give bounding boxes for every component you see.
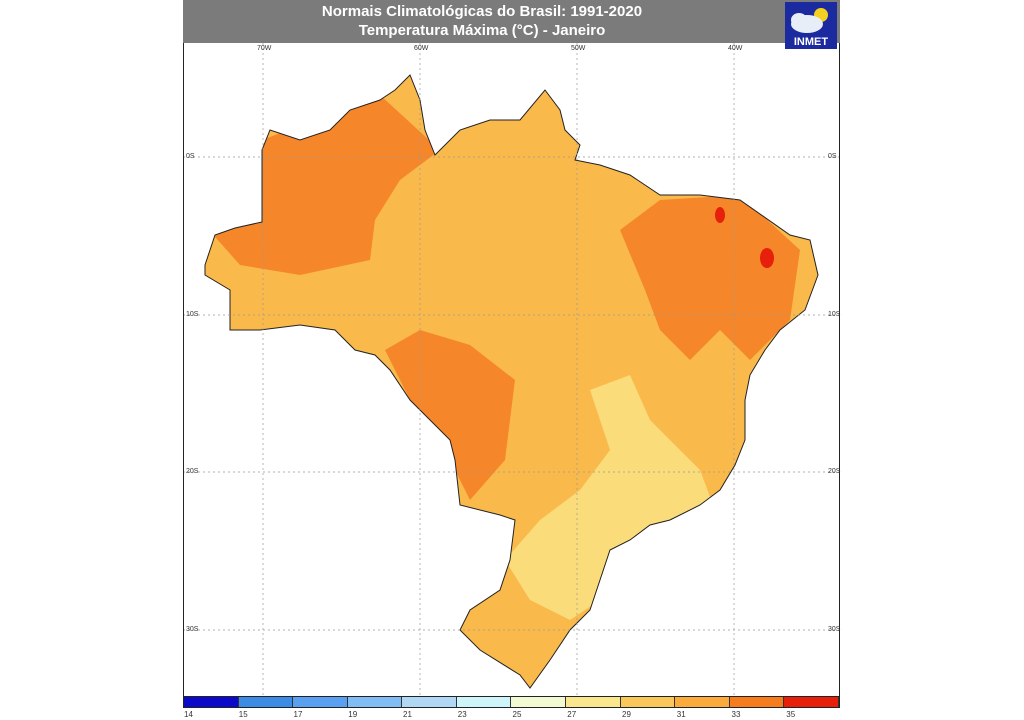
lon-label: 60W bbox=[414, 45, 429, 52]
legend-tick-label: 29 bbox=[622, 710, 631, 719]
inmet-logo: INMET bbox=[785, 2, 837, 49]
logo-text: INMET bbox=[793, 36, 829, 48]
legend-swatch bbox=[347, 697, 403, 707]
legend-tick-label: 17 bbox=[293, 710, 303, 719]
region-west-warm bbox=[385, 330, 515, 500]
legend-tick-label: 15 bbox=[238, 710, 248, 719]
legend-swatch bbox=[729, 697, 785, 707]
region-ne-warm bbox=[620, 195, 800, 360]
lon-label: 40W bbox=[728, 45, 743, 52]
lat-label: 10S bbox=[828, 311, 841, 318]
region-se-mild bbox=[505, 375, 715, 620]
lat-label: 10S bbox=[186, 311, 199, 318]
legend-swatch bbox=[620, 697, 676, 707]
grid bbox=[183, 43, 840, 696]
legend-swatch bbox=[238, 697, 294, 707]
title-line-1: Normais Climatológicas do Brasil: 1991-2… bbox=[321, 3, 643, 20]
legend-swatch bbox=[566, 697, 621, 707]
region-hot-1 bbox=[760, 248, 774, 268]
legend-tick-label: 27 bbox=[567, 710, 577, 719]
legend-tick-label: 35 bbox=[786, 710, 796, 719]
region-hot-2 bbox=[715, 207, 725, 223]
region-nw-warm bbox=[205, 95, 440, 275]
legend-tick-label: 31 bbox=[676, 710, 686, 719]
legend-tick-label: 25 bbox=[512, 710, 522, 719]
legend-swatch bbox=[511, 697, 567, 707]
legend-tick-label: 19 bbox=[348, 710, 358, 719]
lon-label: 70W bbox=[257, 45, 272, 52]
legend-swatch bbox=[402, 697, 457, 707]
color-legend bbox=[183, 696, 840, 708]
lat-label: 0S bbox=[186, 153, 195, 160]
legend-swatch bbox=[293, 697, 348, 707]
map-frame bbox=[183, 0, 840, 708]
header-bar: Normais Climatológicas do Brasil: 1991-2… bbox=[183, 0, 840, 43]
legend-swatch bbox=[184, 697, 239, 707]
lat-label: 20S bbox=[186, 468, 199, 475]
legend-tick-label: 14 bbox=[184, 710, 193, 719]
legend-tick-label: 21 bbox=[403, 710, 412, 719]
legend-swatch bbox=[456, 697, 512, 707]
lat-label: 30S bbox=[828, 626, 841, 633]
legend-tick-label: 23 bbox=[457, 710, 467, 719]
cloud-sun-icon bbox=[791, 8, 828, 33]
lon-label: 50W bbox=[571, 45, 586, 52]
lat-label: 0S bbox=[828, 153, 837, 160]
legend-tick-label: 33 bbox=[731, 710, 741, 719]
lat-label: 20S bbox=[828, 468, 841, 475]
legend-swatch bbox=[784, 697, 839, 707]
lat-label: 30S bbox=[186, 626, 199, 633]
legend-swatch bbox=[675, 697, 730, 707]
title-line-2: Temperatura Máxima (°C) - Janeiro bbox=[358, 22, 606, 39]
